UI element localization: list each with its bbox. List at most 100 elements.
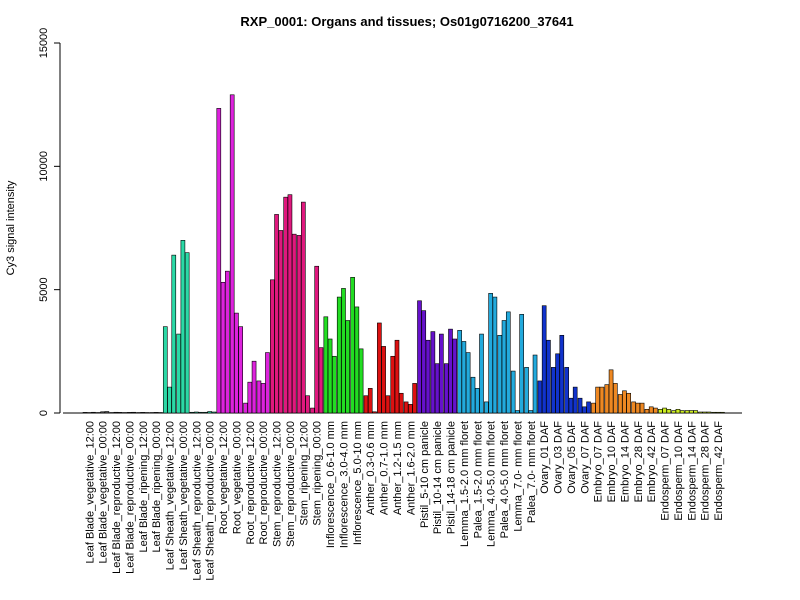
bar bbox=[559, 334, 565, 414]
x-tick-label: Stem_reproductive_12:00 bbox=[272, 421, 284, 547]
bar bbox=[251, 360, 257, 414]
bar bbox=[635, 402, 641, 414]
bar bbox=[291, 233, 297, 414]
y-tick-label: 0 bbox=[38, 410, 50, 416]
bar bbox=[127, 412, 132, 414]
bar bbox=[332, 355, 337, 414]
x-tick-label: Pistil_10-14 cm panicle bbox=[432, 421, 444, 534]
x-tick-label: Leaf Blade_reproductive_00:00 bbox=[124, 421, 136, 574]
bar bbox=[193, 411, 199, 414]
bar bbox=[675, 408, 681, 414]
bar bbox=[243, 402, 248, 414]
x-tick-label: Embryo_07 DAF bbox=[593, 421, 605, 503]
bar bbox=[220, 281, 226, 414]
bar bbox=[358, 348, 364, 414]
bar bbox=[238, 326, 243, 414]
bar bbox=[541, 305, 547, 414]
bar bbox=[599, 386, 605, 414]
bar bbox=[176, 333, 181, 414]
bar bbox=[443, 363, 449, 414]
bar bbox=[278, 230, 284, 414]
y-tick-label: 15000 bbox=[38, 28, 50, 59]
x-tick-label: Inflorescence_3.0-4.0 mm bbox=[338, 421, 350, 548]
bar bbox=[604, 384, 610, 414]
bar bbox=[167, 386, 172, 414]
bar bbox=[162, 326, 168, 414]
bar bbox=[537, 380, 543, 414]
bar bbox=[658, 408, 663, 414]
bar bbox=[439, 333, 444, 414]
bar bbox=[363, 395, 369, 414]
x-tick-label: Ovary_05 DAF bbox=[566, 421, 578, 494]
bar bbox=[301, 201, 306, 414]
bar bbox=[639, 402, 645, 414]
bar bbox=[377, 322, 382, 414]
bar bbox=[390, 355, 396, 414]
x-tick-label: Lemma_1.5-2.0 mm floret bbox=[459, 421, 471, 547]
bar bbox=[577, 397, 583, 414]
bar bbox=[595, 386, 600, 414]
bar bbox=[180, 240, 186, 414]
x-tick-label: Endosperm_07 DAF bbox=[660, 421, 672, 521]
bar bbox=[711, 411, 717, 414]
bar bbox=[550, 367, 556, 414]
bar bbox=[582, 406, 587, 414]
bar bbox=[341, 288, 346, 414]
bar bbox=[510, 370, 516, 414]
bar bbox=[274, 214, 279, 414]
bar bbox=[211, 411, 217, 414]
bar bbox=[613, 383, 618, 414]
bar bbox=[564, 367, 569, 414]
bar bbox=[318, 347, 324, 414]
x-tick-label: Endosperm_10 DAF bbox=[673, 421, 685, 521]
bar bbox=[287, 194, 293, 414]
y-axis-label: Cy3 signal intensity bbox=[5, 180, 17, 275]
x-tick-label: Stem_ripening_12:00 bbox=[298, 421, 310, 526]
bar bbox=[403, 401, 409, 414]
bar bbox=[367, 388, 373, 414]
y-tick-label: 5000 bbox=[38, 277, 50, 301]
x-tick-label: Root_reproductive_12:00 bbox=[245, 421, 257, 545]
bar bbox=[184, 252, 190, 414]
x-tick-label: Endosperm_42 DAF bbox=[713, 421, 725, 521]
bar bbox=[140, 412, 146, 414]
bar bbox=[622, 390, 627, 414]
bar bbox=[104, 411, 110, 414]
bar bbox=[394, 339, 400, 414]
bar bbox=[417, 300, 422, 414]
bar bbox=[350, 277, 355, 414]
bar bbox=[153, 412, 159, 414]
bar bbox=[86, 412, 92, 414]
bar bbox=[372, 411, 377, 414]
x-tick-label: Leaf Blade_vegetative_12:00 bbox=[84, 421, 96, 564]
x-tick-label: Ovary_01 DAF bbox=[539, 421, 551, 494]
bar bbox=[256, 380, 262, 414]
y-axis: 0 5000 10000 15000 bbox=[38, 28, 742, 416]
bar bbox=[109, 412, 115, 414]
bar bbox=[283, 196, 289, 414]
bar bbox=[412, 383, 417, 414]
x-tick-label: Lemma_7.0- mm floret bbox=[512, 421, 524, 532]
x-tick-label: Embryo_14 DAF bbox=[619, 421, 631, 503]
bar bbox=[497, 334, 503, 414]
bar bbox=[82, 412, 88, 414]
x-tick-label: Palea_1.5-2.0 mm floret bbox=[472, 421, 484, 538]
bar bbox=[171, 254, 177, 414]
bar bbox=[310, 407, 315, 414]
bar bbox=[648, 406, 654, 414]
bar bbox=[617, 394, 623, 414]
x-tick-label: Ovary_07 DAF bbox=[579, 421, 591, 494]
x-tick-label: Anther_0.7-1.0 mm bbox=[379, 421, 391, 515]
bar bbox=[398, 392, 404, 414]
bar bbox=[122, 412, 128, 414]
x-tick-label: Inflorescence_0.6-1.0 mm bbox=[325, 421, 337, 548]
bar bbox=[229, 94, 235, 414]
bar bbox=[684, 410, 690, 414]
bar bbox=[515, 410, 520, 414]
x-tick-label: Leaf Sheath_reproductive_12:00 bbox=[191, 421, 203, 581]
bar bbox=[671, 410, 677, 414]
x-tick-label: Root_reproductive_00:00 bbox=[258, 421, 270, 545]
bar bbox=[465, 352, 471, 414]
bar bbox=[706, 411, 712, 414]
